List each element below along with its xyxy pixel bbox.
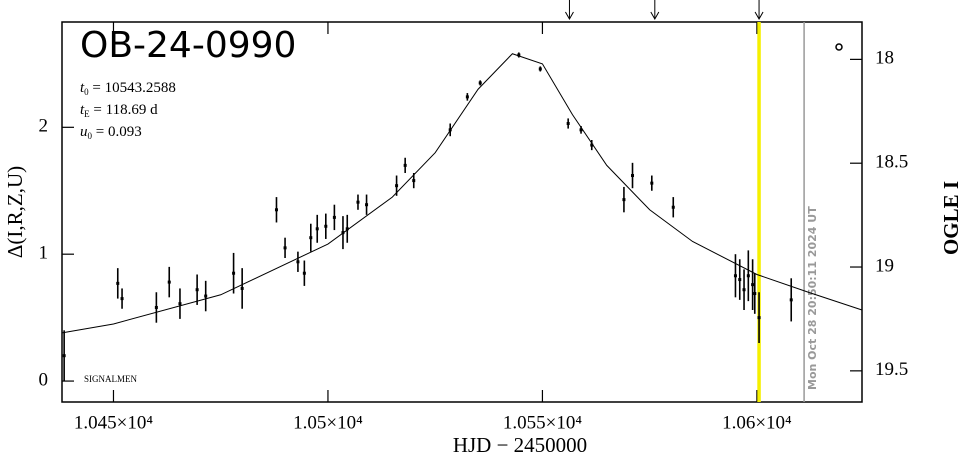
data-point	[341, 231, 345, 235]
data-point	[631, 174, 635, 178]
y-tick-label: 1	[39, 243, 49, 264]
param-symbol: u	[80, 124, 88, 140]
data-point	[403, 163, 407, 167]
data-point	[742, 288, 746, 292]
data-point	[412, 179, 416, 183]
param-subscript: E	[84, 109, 90, 119]
data-point	[120, 297, 124, 301]
data-point	[395, 184, 399, 188]
arrow-head	[565, 11, 574, 21]
data-point	[274, 208, 278, 212]
y2-tick-label: 19	[875, 255, 894, 276]
x-tick-label: 1.06×10⁴	[722, 412, 792, 433]
plot-frame	[61, 21, 863, 403]
data-point	[178, 302, 182, 306]
data-point	[465, 95, 469, 99]
data-point	[365, 203, 369, 207]
param-subscript: 0	[88, 131, 93, 141]
data-point	[448, 128, 452, 132]
x-tick-label: 1.045×10⁴	[74, 412, 153, 433]
data-point	[671, 205, 675, 209]
data-point	[738, 278, 742, 282]
x-tick-label: 1.05×10⁴	[293, 412, 363, 433]
param-value: = 10543.2588	[89, 80, 176, 96]
data-point	[204, 294, 208, 298]
model-curve	[61, 53, 863, 334]
data-point	[324, 224, 328, 228]
x-tick-label: 1.055×10⁴	[503, 412, 582, 433]
data-point	[332, 215, 336, 219]
arrow-head	[754, 11, 764, 21]
data-point	[315, 227, 319, 231]
data-point	[478, 81, 482, 85]
fit-parameter: t0 = 10543.2588	[80, 80, 176, 97]
note: SIGNALMEN	[84, 374, 137, 384]
data-point	[116, 281, 120, 285]
data-point	[650, 181, 654, 185]
data-point	[751, 283, 755, 287]
x-axis-label: HJD − 2450000	[453, 433, 587, 457]
data-point	[296, 260, 300, 264]
param-symbol: t	[80, 102, 85, 118]
epoch-arrow	[650, 0, 660, 21]
data-point	[746, 274, 750, 278]
marker-symbol	[835, 43, 843, 51]
data-point	[757, 316, 761, 320]
param-value: = 0.093	[92, 124, 142, 140]
data-point	[789, 298, 793, 302]
data-point	[309, 236, 313, 240]
data-point	[195, 288, 199, 292]
data-point	[167, 280, 171, 284]
data-point	[345, 227, 349, 231]
data-point	[283, 246, 287, 250]
data-point	[240, 286, 244, 290]
param-symbol: t	[80, 80, 85, 96]
data-point	[733, 274, 737, 278]
data-point	[579, 128, 583, 132]
y2-tick-label: 18	[875, 48, 894, 69]
chart-title: OB-24-0990	[80, 25, 296, 66]
data-point	[154, 305, 158, 309]
data-point	[232, 271, 236, 275]
y2-tick-label: 19.5	[875, 359, 908, 380]
data-point	[302, 271, 306, 275]
param-subscript: 0	[84, 87, 89, 97]
fit-parameter: tE = 118.69 d	[80, 102, 158, 119]
data-point	[356, 200, 360, 204]
data-point	[622, 198, 626, 202]
param-value: = 118.69 d	[90, 102, 158, 118]
data-point	[590, 143, 594, 147]
data-point	[753, 292, 757, 296]
y2-tick-label: 18.5	[875, 152, 908, 173]
timestamp: Mon Oct 28 20:50:11 2024 UT	[806, 206, 819, 390]
y-tick-label: 0	[39, 369, 49, 390]
data-point	[566, 122, 570, 126]
data-point	[517, 53, 521, 57]
fit-parameter: u0 = 0.093	[80, 124, 142, 141]
epoch-arrow	[565, 0, 574, 21]
arrow-head	[650, 11, 660, 21]
data-point	[62, 354, 66, 358]
epoch-arrow	[754, 0, 764, 21]
y-tick-label: 2	[39, 116, 49, 137]
data-point	[538, 67, 542, 71]
y2-axis-label: OGLE I	[939, 181, 963, 255]
y-axis-label: Δ(I,R,Z,U)	[3, 166, 27, 258]
